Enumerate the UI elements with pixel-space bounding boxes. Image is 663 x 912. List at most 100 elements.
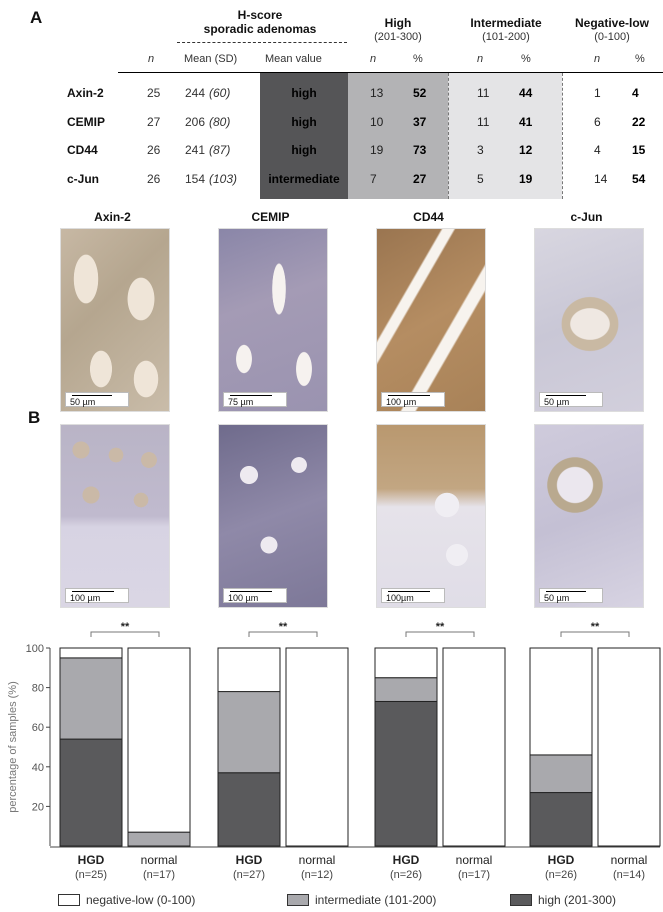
table-cell-neg-pct: 54: [632, 172, 646, 186]
significance-stars: **: [436, 621, 445, 633]
table-cell-mean: 244: [185, 86, 206, 100]
bar-segment-high: [529, 792, 593, 847]
micrograph-cd44-normal-border: 100µm: [376, 424, 486, 608]
header-rule: [118, 72, 663, 73]
bar-segment-negative: [529, 647, 593, 756]
table-cell-sd: (80): [209, 115, 231, 129]
stacked-bar-chart: 20 40 60 80 100 percentage of samples (%) HGD (…: [7, 621, 661, 881]
table-cell-mean-value: high: [291, 143, 317, 157]
table-cell-int-n: 3: [477, 143, 484, 157]
high-range: (201-300): [374, 31, 422, 43]
table-cell-n: 27: [147, 115, 161, 129]
table-cell-mean-value: high: [291, 86, 317, 100]
bar-segment-negative: [285, 647, 349, 847]
table-cell-neg-pct: 4: [632, 86, 639, 100]
micrograph-cjun-normal-border: 50 µm: [534, 424, 644, 608]
col-mean-value: Mean value: [265, 53, 322, 65]
bar-segment-negative: [374, 647, 438, 679]
table-cell-neg-n: 14: [594, 172, 608, 186]
y-tick-label: 100: [26, 643, 44, 655]
bar-segment-negative: [597, 647, 661, 847]
col-int-pct: %: [521, 53, 531, 65]
table-cell-marker: CD44: [67, 143, 98, 157]
negative-range: (0-100): [594, 31, 630, 43]
table-cell-high-pct: 37: [413, 115, 427, 129]
col-int-n: n: [477, 53, 484, 65]
high-int-divider: [448, 73, 449, 199]
table-cell-mean: 241: [185, 143, 206, 157]
table-cell-int-pct: 19: [519, 172, 533, 186]
high-title: High: [384, 16, 412, 30]
bar-segment-negative: [217, 647, 281, 693]
bar-segment-intermediate: [127, 831, 191, 847]
legend-label-intermediate: intermediate (101-200): [315, 893, 437, 907]
scalebar-top-axin2: 50 µm: [65, 392, 129, 407]
bar-label-normal: normal: [141, 853, 178, 867]
significance-bracket: [560, 631, 630, 637]
table-cell-high-n: 19: [370, 143, 384, 157]
table-cell-neg-n: 1: [594, 86, 601, 100]
table-cell-marker: Axin-2: [67, 86, 104, 100]
y-tick-label: 80: [32, 683, 44, 695]
y-axis-label: percentage of samples (%): [7, 681, 19, 812]
significance-stars: **: [591, 621, 600, 633]
micrograph-cemip-adenoma: 75 µm: [218, 228, 328, 412]
bar-outline: [217, 647, 281, 847]
bar-segment-intermediate: [374, 677, 438, 702]
bar-segment-high: [374, 700, 438, 847]
table-cell-neg-n: 4: [594, 143, 601, 157]
col-neg-n: n: [594, 53, 601, 65]
col-high-pct: %: [413, 53, 423, 65]
table-cell-int-n: 11: [477, 86, 490, 100]
hscore-dashed-line: [177, 42, 347, 43]
bar-label-hgd: HGD: [78, 853, 105, 867]
table-cell-high-n: 10: [370, 115, 384, 129]
image-title-cd44: CD44: [413, 210, 444, 224]
bar-n-label: (n=26): [545, 869, 577, 881]
micrograph-cd44-adenoma: 100 µm: [376, 228, 486, 412]
table-cell-neg-pct: 15: [632, 143, 646, 157]
legend-label-high: high (201-300): [538, 893, 617, 907]
col-n: n: [148, 53, 155, 65]
significance-bracket: [90, 631, 160, 637]
bar-label-hgd: HGD: [236, 853, 263, 867]
table-cell-sd: (103): [209, 172, 238, 186]
table-cell-int-n: 5: [477, 172, 484, 186]
intermediate-column-bg: [448, 73, 562, 199]
panel-b-label: B: [28, 408, 41, 427]
table-cell-n: 25: [147, 86, 161, 100]
bar-n-label: (n=25): [75, 869, 107, 881]
bar-outline: [374, 647, 438, 847]
negative-title: Negative-low: [574, 16, 649, 30]
micrograph-axin2-normal-border: 100 µm: [60, 424, 170, 608]
table-cell-mean: 206: [185, 115, 206, 129]
high-column-bg: [348, 73, 448, 199]
bar-outline: [597, 647, 661, 847]
table-cell-neg-pct: 22: [632, 115, 646, 129]
bar-n-label: (n=26): [390, 869, 422, 881]
legend-swatch-high: [510, 894, 532, 906]
table-cell-high-pct: 52: [413, 86, 427, 100]
table-cell-int-n: 11: [477, 115, 490, 129]
table-cell-int-pct: 12: [519, 143, 533, 157]
micrograph-axin2-adenoma: 50 µm: [60, 228, 170, 412]
scalebar-top-cjun: 50 µm: [539, 392, 603, 407]
bar-n-label: (n=27): [233, 869, 265, 881]
col-high-n: n: [370, 53, 377, 65]
bar-outline: [285, 647, 349, 847]
y-tick-label: 40: [32, 762, 44, 774]
table-cell-n: 26: [147, 172, 161, 186]
bar-outline: [529, 647, 593, 847]
significance-stars: **: [279, 621, 288, 633]
micrograph-cemip-normal-border: 100 µm: [218, 424, 328, 608]
bar-n-label: (n=14): [613, 869, 645, 881]
hscore-subtitle: sporadic adenomas: [203, 22, 317, 36]
legend-swatch-negative: [58, 894, 80, 906]
significance-bracket: [405, 631, 475, 637]
y-tick-label: 20: [32, 801, 44, 813]
bar-label-normal: normal: [299, 853, 336, 867]
bar-label-normal: normal: [611, 853, 648, 867]
y-tick-label: 60: [32, 722, 44, 734]
scalebar-bottom-cd44: 100µm: [381, 588, 445, 603]
bar-segment-negative: [127, 647, 191, 833]
